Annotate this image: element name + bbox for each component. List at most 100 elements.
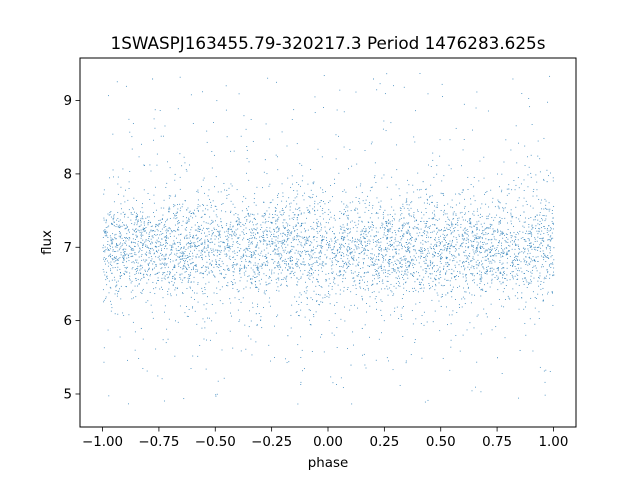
data-point (168, 318, 170, 320)
data-point (393, 285, 395, 287)
data-point (143, 276, 145, 278)
data-point (381, 254, 383, 256)
data-point (408, 242, 410, 244)
data-point (379, 245, 381, 247)
data-point (109, 286, 111, 288)
data-point (458, 217, 460, 219)
data-point (423, 290, 424, 292)
data-point (360, 233, 362, 235)
data-point (336, 260, 338, 262)
data-point (105, 258, 107, 259)
data-point (149, 250, 150, 252)
data-point (340, 254, 342, 256)
data-point (383, 232, 385, 234)
data-point (262, 231, 264, 233)
data-point (389, 221, 391, 223)
data-point (467, 239, 469, 241)
data-point (367, 221, 369, 223)
data-point (346, 215, 348, 217)
data-point (286, 362, 288, 364)
data-point (228, 230, 229, 232)
data-point (329, 247, 331, 249)
data-point (303, 291, 305, 293)
data-point (550, 240, 552, 242)
data-point (275, 249, 277, 251)
data-point (247, 238, 249, 240)
data-point (369, 240, 371, 242)
data-point (407, 231, 409, 233)
data-point (315, 285, 317, 287)
data-point (525, 256, 527, 258)
data-point (503, 267, 505, 269)
data-point (412, 262, 414, 264)
data-point (218, 263, 220, 265)
data-point (502, 274, 504, 275)
data-point (211, 264, 212, 266)
data-point (154, 267, 156, 269)
data-point (277, 204, 278, 206)
data-point (143, 277, 145, 278)
data-point (296, 264, 298, 265)
data-point (104, 260, 106, 262)
data-point (527, 186, 529, 188)
data-point (553, 267, 555, 269)
data-point (166, 232, 167, 234)
data-point (263, 241, 265, 242)
data-point (364, 324, 366, 326)
data-point (488, 248, 490, 250)
data-point (347, 287, 349, 289)
data-point (534, 237, 536, 239)
data-point (146, 273, 147, 275)
data-point (487, 218, 489, 220)
data-point (318, 304, 320, 305)
data-point (402, 274, 404, 276)
data-point (364, 238, 366, 239)
data-point (475, 248, 477, 250)
data-point (271, 269, 273, 271)
data-point (301, 251, 303, 252)
data-point (487, 110, 489, 112)
data-point (164, 259, 166, 260)
data-point (423, 202, 425, 204)
data-point (467, 256, 469, 258)
data-point (230, 281, 232, 282)
data-point (471, 265, 473, 267)
data-point (535, 249, 537, 251)
data-point (442, 245, 444, 247)
data-point (410, 202, 412, 204)
data-point (240, 350, 242, 352)
data-point (287, 269, 289, 271)
data-point (176, 250, 178, 252)
data-point (332, 264, 334, 266)
data-point (188, 246, 190, 248)
data-point (179, 305, 181, 307)
data-point (353, 241, 355, 243)
data-point (110, 310, 112, 312)
data-point (340, 228, 342, 230)
data-point (305, 230, 307, 231)
data-point (371, 186, 373, 188)
data-point (163, 400, 165, 402)
data-point (416, 232, 418, 234)
data-point (264, 265, 266, 267)
data-point (369, 305, 371, 307)
data-point (189, 236, 191, 237)
data-point (343, 229, 345, 231)
data-point (227, 270, 229, 271)
data-point (203, 227, 204, 229)
data-point (330, 184, 332, 186)
data-point (455, 266, 457, 268)
data-point (462, 229, 464, 231)
data-point (135, 234, 137, 236)
data-point (528, 250, 530, 252)
data-point (339, 270, 341, 272)
data-point (178, 265, 180, 267)
data-point (197, 246, 198, 247)
data-point (197, 230, 199, 232)
data-point (548, 230, 550, 232)
data-point (473, 195, 475, 197)
data-point (235, 221, 237, 223)
data-point (346, 264, 348, 266)
data-point (135, 212, 137, 214)
